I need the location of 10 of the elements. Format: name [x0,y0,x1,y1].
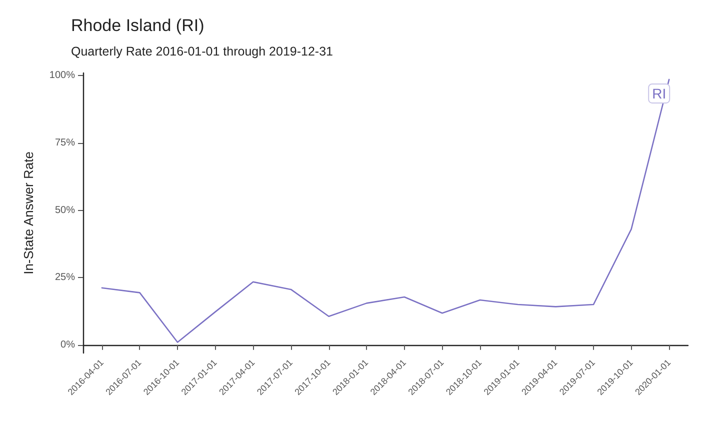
line-series [101,78,670,343]
chart-subtitle: Quarterly Rate 2016-01-01 through 2019-12-31 [71,44,334,58]
y-tick-label: 0% [60,339,76,350]
series-label: RI [652,85,666,102]
y-tick-label: 50% [54,204,76,216]
y-tick-label: 25% [54,272,76,284]
y-axis-title: In-State Answer Rate [21,152,36,274]
y-tick-label: 100% [49,70,76,82]
y-tick-label: 75% [54,138,76,148]
chart-title: Rhode Island (RI) [71,16,204,35]
